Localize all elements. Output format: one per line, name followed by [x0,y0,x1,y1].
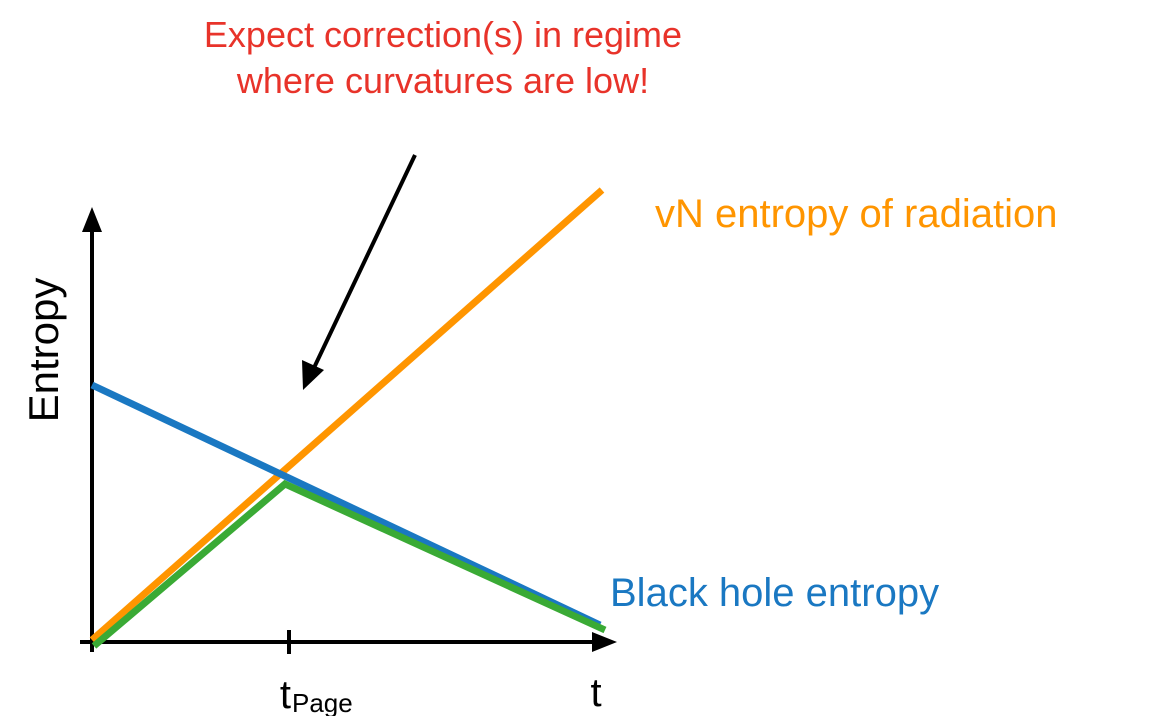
annotation-arrowhead [302,360,324,390]
page-curve [91,479,607,649]
x-axis-label: t [590,671,601,715]
y-axis-label: Entropy [20,278,67,423]
x-axis-arrowhead [592,632,617,652]
annotation-line: Expect correction(s) in regime [204,14,682,55]
x-tick-label: t [280,673,291,716]
x-tick-subscript: Page [292,688,353,716]
radiation-curve [89,187,605,643]
annotation-arrow [310,154,417,373]
black-hole-label: Black hole entropy [610,571,939,615]
annotation-line: where curvatures are low! [236,60,649,101]
black-hole-curve [90,381,602,629]
radiation-label: vN entropy of radiation [655,192,1057,236]
y-axis-arrowhead [82,207,102,232]
